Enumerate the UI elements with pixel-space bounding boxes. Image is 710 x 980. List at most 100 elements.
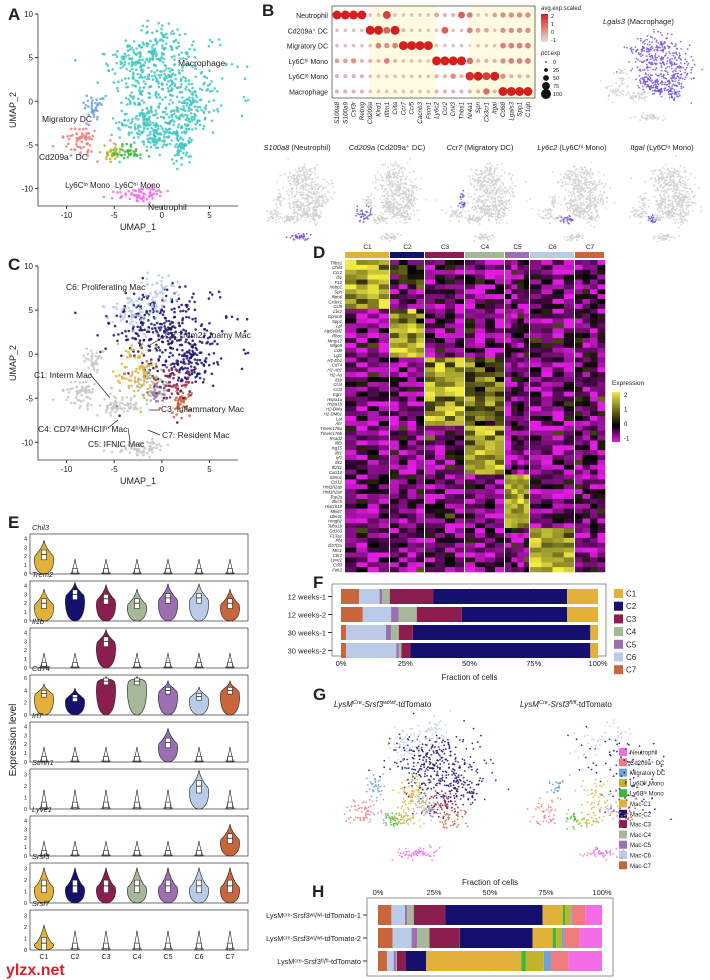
umap-point (400, 234, 403, 237)
dotplot-dot (409, 74, 414, 79)
umap-point (602, 182, 604, 184)
umap-point (367, 205, 370, 208)
umap-point (148, 188, 152, 191)
dotplot-dot (434, 74, 439, 79)
umap-point (151, 197, 154, 200)
umap-point (491, 189, 494, 192)
umap-point (495, 222, 498, 224)
umap-point (503, 186, 506, 189)
umap-point (200, 70, 204, 74)
umap-point (571, 205, 573, 208)
umap-point (305, 178, 308, 180)
umap-point (288, 194, 291, 197)
umap-point (184, 87, 187, 91)
umap-point (308, 206, 311, 209)
umap-point (87, 113, 90, 116)
label-macrophage: Macrophage (178, 58, 226, 68)
umap-point (683, 78, 686, 81)
dotplot-gene-label: Ly6c2 (434, 102, 441, 119)
umap-point (658, 88, 661, 91)
umap-point (672, 182, 675, 185)
umap-point (630, 50, 633, 53)
umap-point (195, 95, 199, 99)
dotplot-dot (376, 89, 381, 94)
umap-point (90, 137, 94, 141)
umap-point (210, 119, 214, 122)
umap-point (660, 65, 663, 67)
umap-point (487, 216, 490, 219)
umap-point (538, 215, 540, 218)
umap-point (629, 96, 631, 98)
umap-point (106, 64, 110, 67)
umap-point (187, 82, 191, 86)
umap-point (599, 79, 602, 82)
umap-point (499, 204, 501, 207)
umap-point (198, 87, 202, 90)
umap-point (392, 183, 395, 186)
umap-point (115, 55, 119, 58)
umap-point (139, 125, 142, 128)
umap-point (645, 55, 648, 57)
umap-point (680, 59, 683, 61)
umap-point (302, 184, 304, 187)
umap-point (414, 178, 417, 181)
umap-point (196, 109, 200, 113)
umap-point (619, 91, 622, 94)
umap-point (686, 64, 689, 67)
umap-point (598, 179, 601, 181)
umap-point (301, 197, 304, 200)
dotplot-dot (457, 56, 466, 66)
umap-point (654, 189, 656, 192)
umap-point (645, 85, 648, 88)
umap-point (118, 150, 121, 154)
umap-point (648, 88, 651, 91)
umap-point (576, 202, 579, 204)
umap-point (654, 58, 657, 61)
umap-point (288, 218, 291, 221)
umap-point (210, 80, 213, 83)
umap-point (671, 76, 674, 79)
umap-point (317, 217, 320, 220)
umap-point (508, 209, 511, 212)
umap-point (642, 78, 644, 81)
umap-point (181, 96, 184, 99)
panel-label-b: B (262, 1, 275, 20)
umap-point (75, 132, 78, 136)
umap-point (643, 77, 646, 79)
umap-point (580, 166, 583, 169)
umap-point (576, 239, 579, 242)
umap-point (501, 163, 503, 165)
umap-point (106, 151, 109, 154)
umap-point (483, 233, 485, 236)
umap-point (479, 208, 482, 210)
umap-point (305, 208, 308, 211)
umap-point (134, 85, 138, 88)
umap-point (181, 138, 185, 141)
umap-point (651, 41, 653, 44)
umap-point (147, 111, 151, 114)
umap-point (128, 149, 131, 152)
umap-point (490, 208, 493, 211)
umap-point (324, 193, 327, 195)
umap-point (656, 56, 658, 59)
umap-point (168, 102, 171, 106)
umap-point (408, 171, 411, 174)
umap-point (179, 144, 183, 147)
dotplot-dot (434, 28, 439, 33)
umap-point (151, 186, 154, 190)
umap-point (468, 214, 470, 217)
umap-point (586, 221, 588, 224)
umap-point (396, 174, 399, 177)
umap-point (490, 211, 492, 214)
umap-point (115, 153, 119, 156)
umap-point (119, 66, 123, 70)
umap-point (137, 43, 141, 47)
umap-point (593, 187, 596, 190)
umap-point (194, 127, 197, 130)
umap-point (330, 196, 332, 199)
umap-point (659, 184, 661, 187)
umap-point (121, 58, 125, 61)
dotplot-dot (476, 43, 480, 48)
umap-point (150, 193, 154, 196)
dotplot-dot (409, 28, 414, 33)
